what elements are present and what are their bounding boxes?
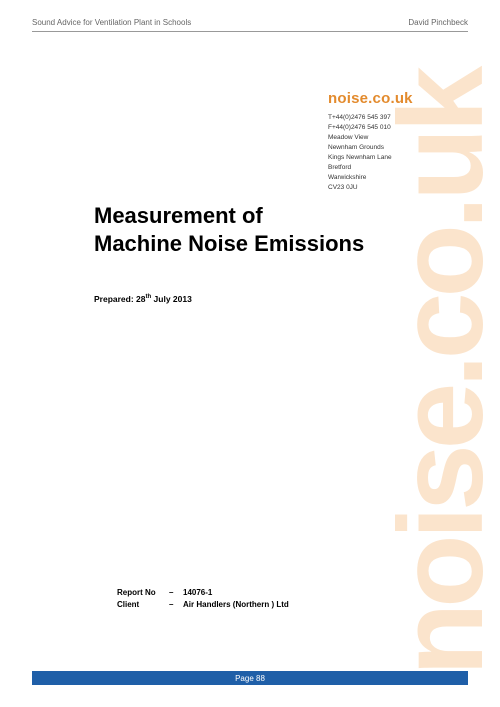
document-title: Measurement of Machine Noise Emissions: [94, 202, 364, 257]
brand-fax: F+44(0)2476 545 010: [328, 123, 436, 133]
report-no-label: Report No: [117, 587, 169, 599]
dash: –: [169, 599, 183, 611]
brand-addr-4: Bretford: [328, 163, 436, 173]
brand-address: T+44(0)2476 545 397 F+44(0)2476 545 010 …: [328, 113, 436, 194]
header-left: Sound Advice for Ventilation Plant in Sc…: [32, 18, 191, 27]
brand-addr-2: Newnham Grounds: [328, 143, 436, 153]
page-header: Sound Advice for Ventilation Plant in Sc…: [32, 18, 468, 32]
brand-addr-1: Meadow View: [328, 133, 436, 143]
brand-addr-5: Warwickshire: [328, 173, 436, 183]
page-footer: Page 88: [32, 671, 468, 685]
title-line-2: Machine Noise Emissions: [94, 230, 364, 258]
brand-phone: T+44(0)2476 545 397: [328, 113, 436, 123]
report-row: Report No – 14076-1: [117, 587, 289, 599]
prepared-date: Prepared: 28th July 2013: [94, 294, 192, 304]
report-info: Report No – 14076-1 Client – Air Handler…: [117, 587, 289, 611]
prepared-prefix: Prepared: 28: [94, 294, 146, 304]
title-line-1: Measurement of: [94, 202, 364, 230]
brand-name: noise.co.uk: [328, 90, 436, 107]
client-label: Client: [117, 599, 169, 611]
client-value: Air Handlers (Northern ) Ltd: [183, 599, 289, 611]
report-row: Client – Air Handlers (Northern ) Ltd: [117, 599, 289, 611]
dash: –: [169, 587, 183, 599]
header-right: David Pinchbeck: [408, 18, 468, 27]
report-no-value: 14076-1: [183, 587, 212, 599]
brand-addr-3: Kings Newnham Lane: [328, 153, 436, 163]
prepared-suffix: July 2013: [151, 294, 192, 304]
brand-block: noise.co.uk T+44(0)2476 545 397 F+44(0)2…: [328, 90, 436, 194]
brand-postcode: CV23 0JU: [328, 183, 436, 193]
page-number: Page 88: [235, 674, 265, 683]
